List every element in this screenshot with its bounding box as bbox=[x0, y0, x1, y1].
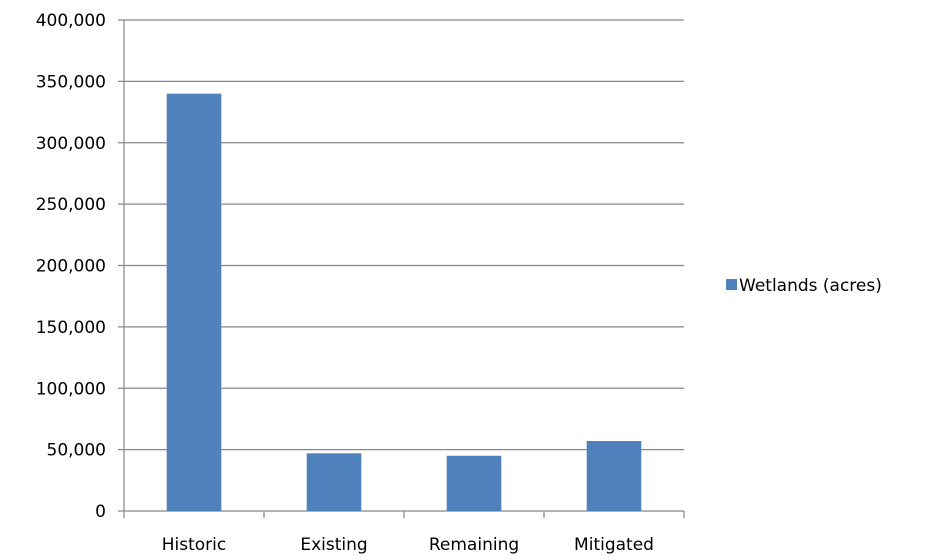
labels: 0 50,000 100,000 150,000 200,000 250,000 300,0… bbox=[36, 11, 654, 555]
bars bbox=[166, 93, 642, 512]
x-category-label: Mitigated bbox=[574, 535, 654, 555]
x-category-label: Historic bbox=[162, 535, 227, 555]
y-tick-label: 150,000 bbox=[36, 318, 106, 338]
y-tick-label: 350,000 bbox=[36, 72, 106, 92]
y-tick-label: 250,000 bbox=[36, 195, 106, 215]
legend-swatch bbox=[726, 279, 737, 290]
bar-existing bbox=[306, 453, 362, 511]
legend-label: Wetlands (acres) bbox=[739, 276, 882, 296]
y-tick-label: 300,000 bbox=[36, 134, 106, 154]
y-tick-label: 400,000 bbox=[36, 11, 106, 31]
bar-mitigated bbox=[586, 441, 642, 511]
y-tick-label: 100,000 bbox=[36, 379, 106, 399]
legend: Wetlands (acres) bbox=[726, 276, 882, 296]
bar-remaining bbox=[446, 455, 502, 511]
x-category-label: Existing bbox=[300, 535, 367, 555]
y-tick-label: 200,000 bbox=[36, 257, 106, 277]
bar-historic bbox=[166, 93, 222, 512]
y-tick-label: 50,000 bbox=[47, 441, 106, 461]
y-tick-label: 0 bbox=[95, 502, 106, 522]
x-category-label: Remaining bbox=[429, 535, 519, 555]
